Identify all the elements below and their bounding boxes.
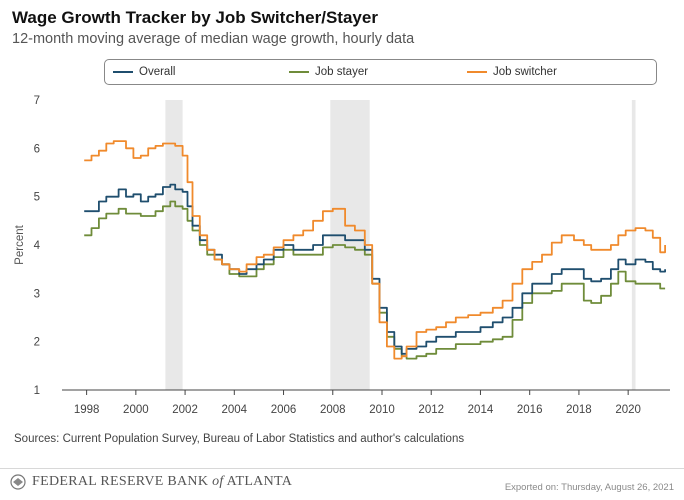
logo-place: ATLANTA	[226, 474, 293, 489]
legend-swatch-switcher	[467, 71, 487, 73]
x-tick-label: 2018	[566, 404, 592, 416]
x-tick-label: 2016	[517, 404, 543, 416]
y-tick-label: 1	[34, 385, 40, 397]
frb-atlanta-logo[interactable]: FEDERAL RESERVE BANK of ATLANTA	[10, 474, 292, 490]
logo-main: FEDERAL RESERVE BANK	[32, 474, 209, 489]
x-tick-label: 2000	[123, 404, 149, 416]
series-line-job-switcher[interactable]	[84, 140, 666, 360]
legend-item-switcher[interactable]: Job switcher	[467, 66, 557, 78]
x-tick-label: 2010	[369, 404, 395, 416]
eagle-seal-icon	[10, 474, 26, 490]
x-tick-label: 1998	[74, 404, 100, 416]
y-tick-label: 6	[34, 143, 40, 155]
y-axis-title: Percent	[14, 224, 26, 264]
x-tick-label: 2002	[172, 404, 198, 416]
legend-label-overall: Overall	[139, 66, 176, 78]
line-chart: 1 2 3 4 5 6 7 1998 2000 2002 2004 2006 2008 2010 2012 2…	[14, 95, 670, 416]
recession-band-2	[631, 100, 636, 390]
series-lines	[84, 140, 666, 360]
legend-item-stayer[interactable]: Job stayer	[289, 66, 368, 78]
series-line-job-stayer[interactable]	[84, 200, 666, 360]
footer-divider	[0, 468, 684, 469]
legend-item-overall[interactable]: Overall	[113, 66, 175, 78]
legend-swatch-overall	[113, 71, 133, 73]
y-tick-label: 4	[34, 240, 41, 252]
page-footer: FEDERAL RESERVE BANK of ATLANTA Exported…	[0, 468, 684, 500]
x-tick-label: 2006	[271, 404, 297, 416]
legend-swatch-stayer	[289, 71, 309, 73]
x-tick-label: 2012	[418, 404, 444, 416]
legend-label-switcher: Job switcher	[493, 66, 557, 78]
chart-legend: Overall Job stayer Job switcher	[104, 59, 657, 85]
chart-title: Wage Growth Tracker by Job Switcher/Stay…	[12, 8, 378, 27]
x-tick-label: 2004	[222, 404, 248, 416]
export-timestamp: Exported on: Thursday, August 26, 2021	[504, 482, 674, 493]
logo-text: FEDERAL RESERVE BANK of ATLANTA	[32, 474, 292, 490]
x-tick-label: 2014	[468, 404, 494, 416]
chart-subtitle: 12-month moving average of median wage g…	[12, 31, 415, 47]
x-tick-label: 2008	[320, 404, 346, 416]
chart-axes: 1 2 3 4 5 6 7 1998 2000 2002 2004 2006 2008 2010 2012 2…	[14, 95, 670, 416]
series-line-overall[interactable]	[84, 183, 666, 355]
y-tick-label: 5	[34, 192, 40, 204]
recession-band-0	[165, 100, 183, 390]
logo-of: of	[212, 474, 224, 489]
y-tick-label: 2	[34, 337, 40, 349]
source-note: Sources: Current Population Survey, Bure…	[14, 433, 465, 445]
y-tick-label: 3	[34, 288, 40, 300]
legend-label-stayer: Job stayer	[315, 66, 369, 78]
y-tick-label: 7	[34, 95, 40, 107]
x-tick-label: 2020	[615, 404, 641, 416]
